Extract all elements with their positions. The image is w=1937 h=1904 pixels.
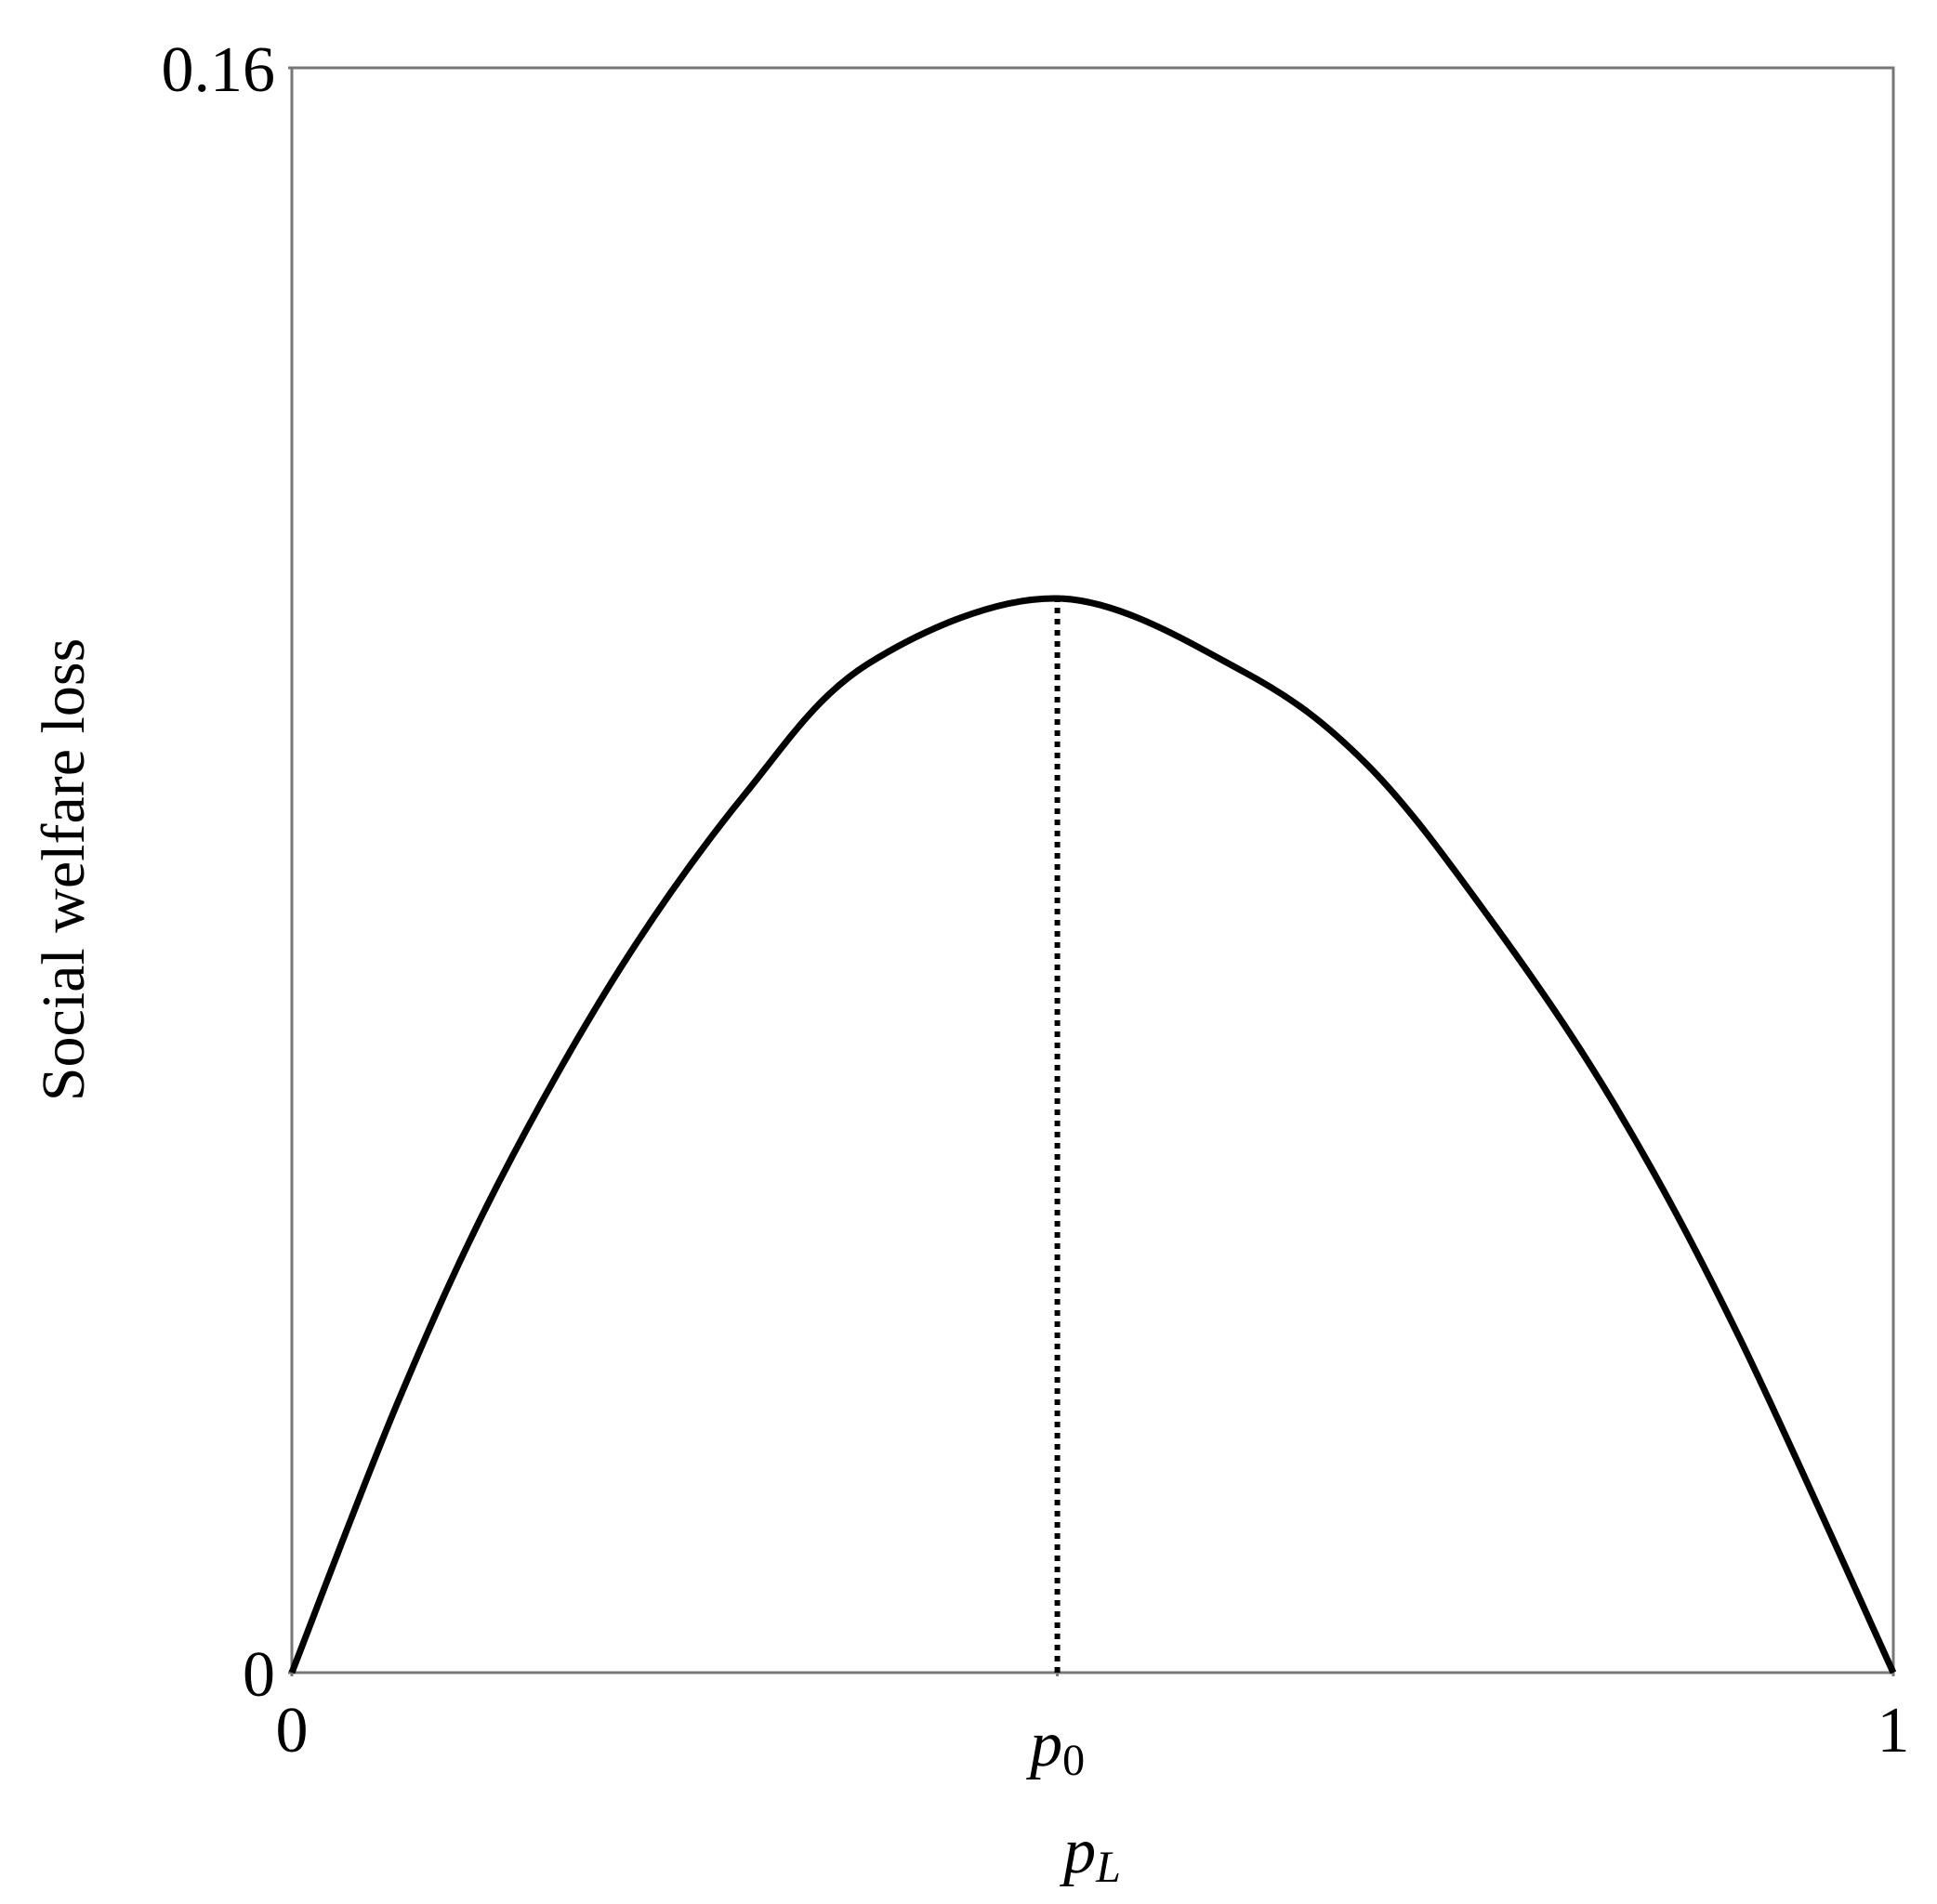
plot-frame — [290, 66, 1895, 1674]
x-axis-label: pL — [1059, 1816, 1121, 1892]
x-axis-label-sub: L — [1095, 1843, 1121, 1892]
x-tick-label-sub: 0 — [1062, 1736, 1085, 1785]
y-axis-label: Social welfare loss — [30, 638, 98, 1102]
x-tick-label-base: p — [1025, 1709, 1062, 1780]
x-tick-label: 0 — [276, 1695, 309, 1766]
x-tick-label: p0 — [1025, 1709, 1085, 1785]
x-tick-label: 1 — [1878, 1695, 1910, 1766]
y-tick-label: 0 — [243, 1639, 275, 1711]
x-axis-label-base: p — [1059, 1816, 1096, 1887]
line-series — [288, 595, 1897, 1674]
y-tick-label: 0.16 — [162, 34, 276, 106]
